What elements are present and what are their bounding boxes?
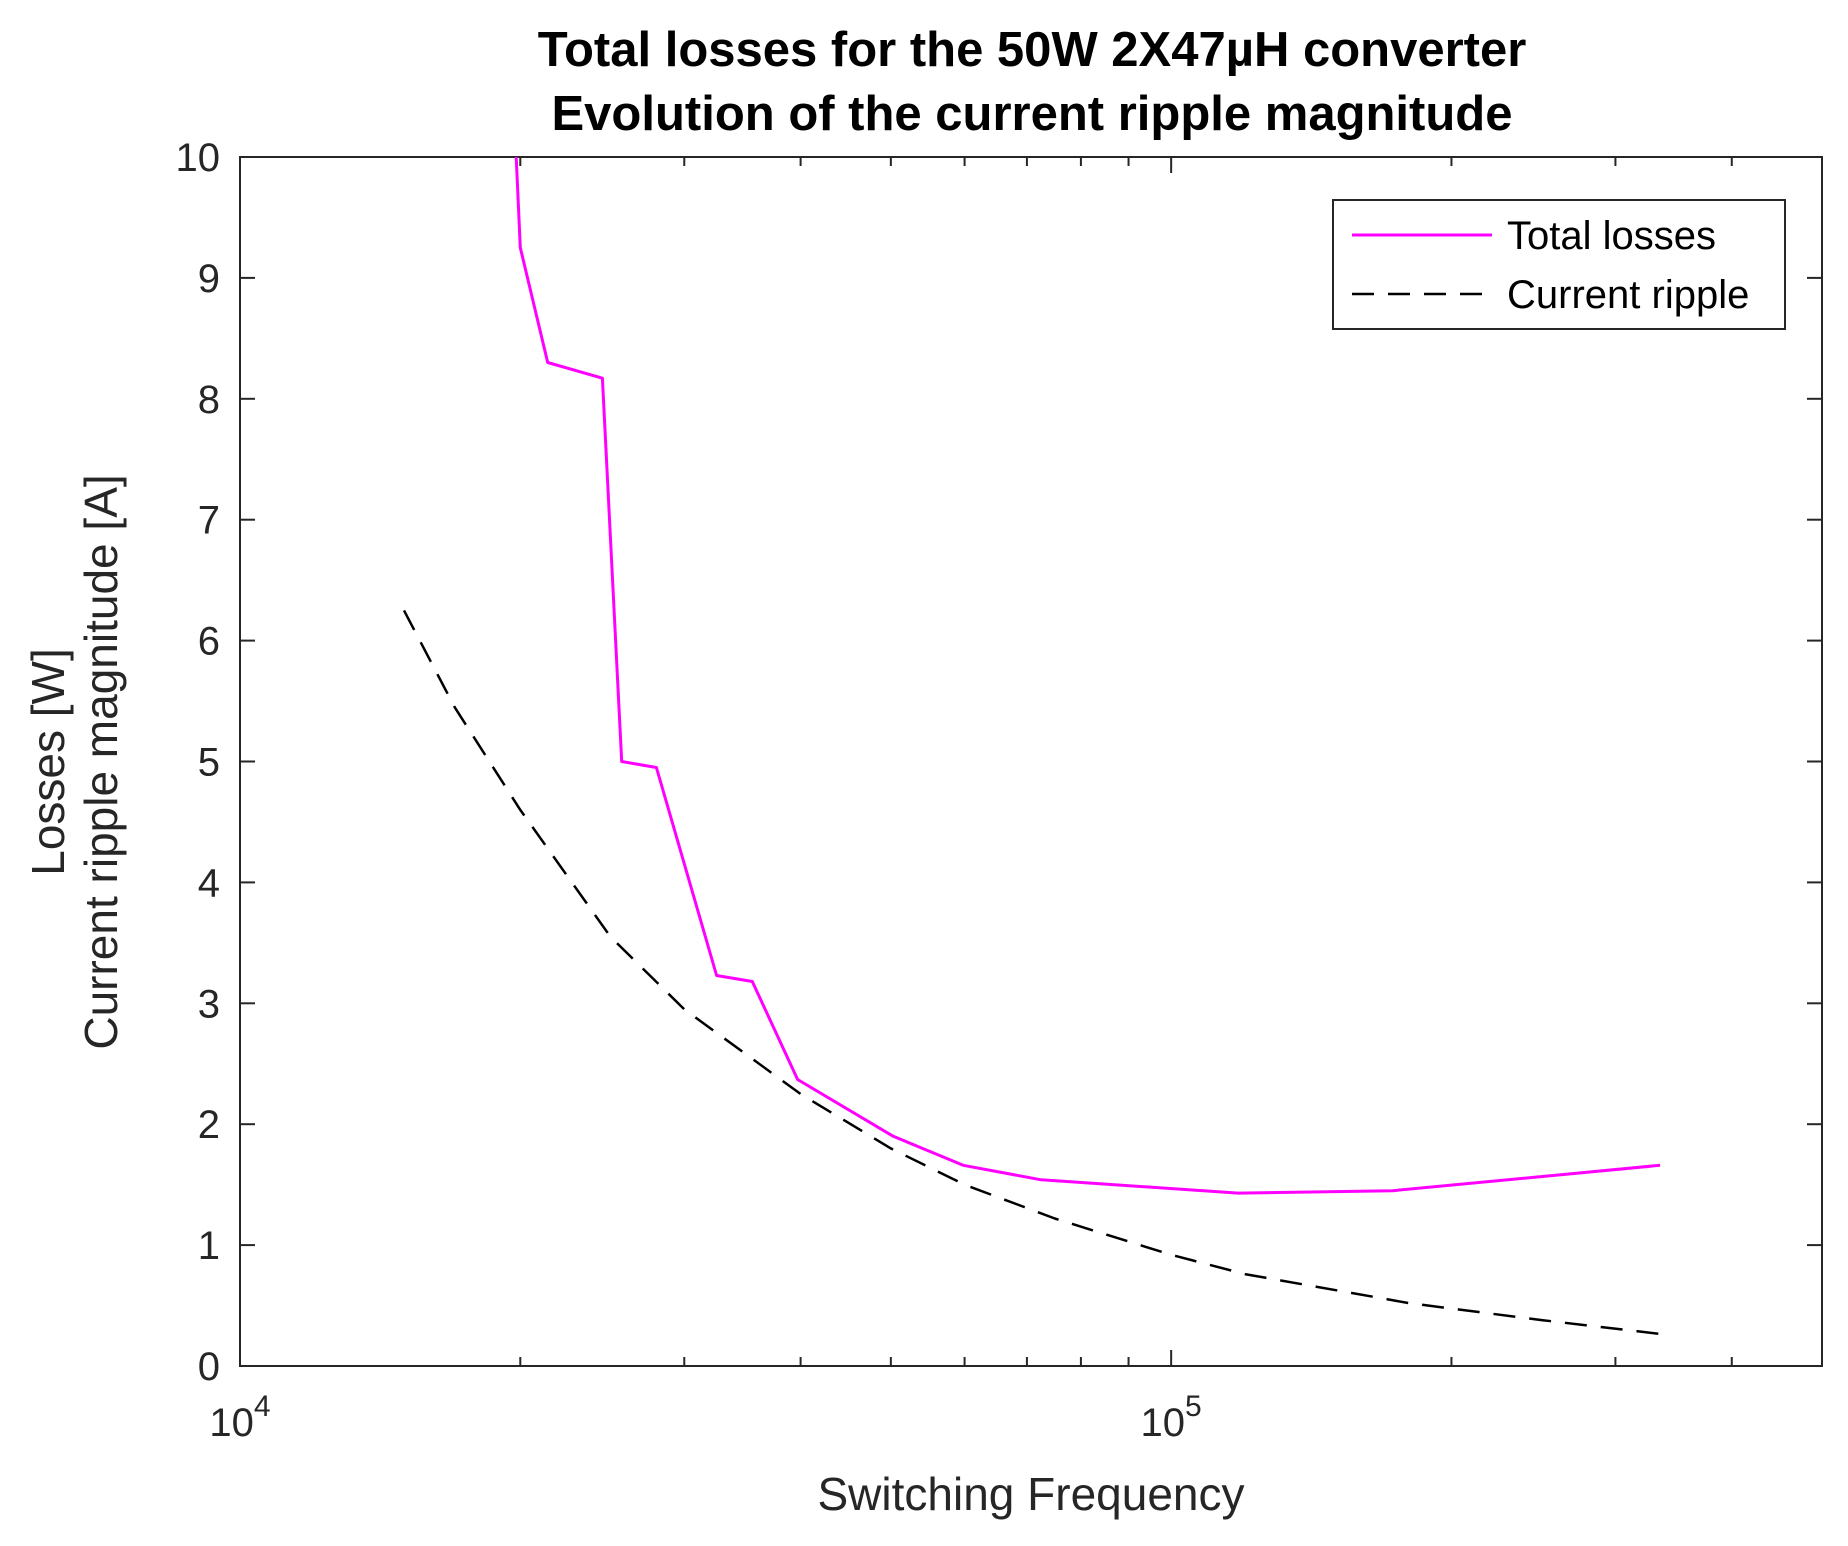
y-tick-label: 1 bbox=[198, 1224, 220, 1268]
tick-labels-group: 0 1 2 3 4 5 6 7 8 9 10 104 105 bbox=[176, 136, 1202, 1445]
y-tick-label: 10 bbox=[176, 136, 221, 180]
y-tick-label: 9 bbox=[198, 257, 220, 301]
legend: Total losses Current ripple bbox=[1332, 199, 1786, 330]
y-tick-label: 2 bbox=[198, 1103, 220, 1147]
legend-label-total-losses: Total losses bbox=[1507, 214, 1716, 258]
x-tick-label: 104 bbox=[209, 1390, 270, 1445]
y-tick-label: 0 bbox=[198, 1345, 220, 1389]
x-axis-label: Switching Frequency bbox=[818, 1468, 1245, 1520]
series-total-losses bbox=[514, 156, 1661, 1195]
ticks-group bbox=[239, 156, 1823, 1367]
y-tick-label: 6 bbox=[198, 620, 220, 664]
chart-title-line-2: Evolution of the current ripple magnitud… bbox=[552, 87, 1513, 141]
series-current-ripple bbox=[402, 609, 1667, 1336]
plot-area bbox=[239, 156, 1823, 1367]
y-tick-label: 7 bbox=[198, 499, 220, 543]
y-tick-label: 5 bbox=[198, 741, 220, 785]
legend-label-current-ripple: Current ripple bbox=[1507, 273, 1749, 317]
legend-box bbox=[1332, 199, 1786, 330]
y-tick-label: 3 bbox=[198, 982, 220, 1026]
y-axis-label-line-2: Current ripple magnitude [A] bbox=[75, 474, 127, 1049]
series-group bbox=[402, 156, 1667, 1336]
y-axis-label-line-1: Losses [W] bbox=[22, 648, 74, 876]
chart-title-line-1: Total losses for the 50W 2X47µH converte… bbox=[538, 23, 1527, 77]
y-tick-label: 8 bbox=[198, 378, 220, 422]
y-tick-label: 4 bbox=[198, 861, 220, 905]
x-tick-label: 105 bbox=[1141, 1390, 1202, 1445]
